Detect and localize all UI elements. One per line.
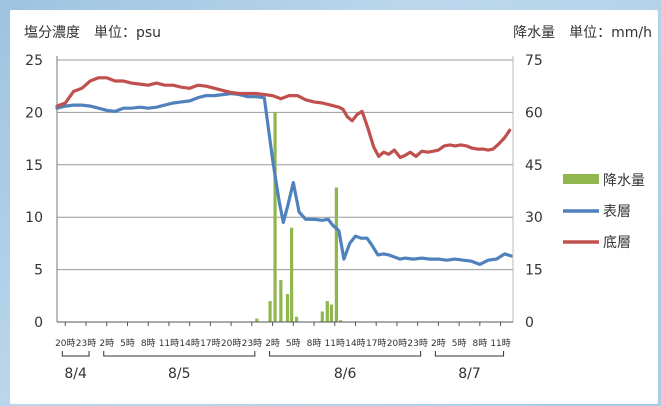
salinity-precipitation-chart: 塩分濃度 単位：psu 降水量 単位：mm/h 0 0 5 15 10 30 15 45 20 6… xyxy=(24,25,652,382)
precip-bar xyxy=(338,320,343,322)
x-time-label: 20時 xyxy=(387,338,407,349)
x-time-label: 23時 xyxy=(242,338,262,349)
date-label: 8/7 xyxy=(458,366,481,382)
legend-label: 表層 xyxy=(603,204,631,220)
left-axis-title: 塩分濃度 単位：psu xyxy=(24,25,161,41)
x-time-label: 23時 xyxy=(76,338,96,349)
x-time-label: 14時 xyxy=(345,338,365,349)
x-time-label: 5時 xyxy=(452,338,467,349)
y-left-tick-label: 25 xyxy=(25,53,43,69)
precip-bar xyxy=(255,318,259,322)
y-left-tick-label: 10 xyxy=(25,210,43,226)
x-time-label: 23時 xyxy=(407,338,427,349)
legend-label: 降水量 xyxy=(603,173,645,189)
x-time-label: 2時 xyxy=(265,338,280,349)
y-left-tick-label: 5 xyxy=(34,263,43,279)
date-label: 8/4 xyxy=(64,366,87,382)
x-time-label: 2時 xyxy=(431,338,446,349)
y-right-tick-label: 60 xyxy=(525,105,543,121)
y-right-tick-label: 0 xyxy=(525,315,534,331)
date-label: 8/5 xyxy=(168,366,191,382)
precip-bar xyxy=(325,301,329,322)
precip-bar xyxy=(285,294,290,322)
y-left-tick-label: 0 xyxy=(34,315,43,331)
date-bracket xyxy=(103,351,256,357)
date-bracket xyxy=(61,351,90,357)
x-time-label: 11時 xyxy=(159,338,179,349)
precip-bar xyxy=(320,311,324,322)
x-time-label: 20時 xyxy=(55,338,75,349)
precip-bar xyxy=(334,187,339,322)
x-time-label: 14時 xyxy=(179,338,199,349)
chart-panel: 塩分濃度 単位：psu 降水量 単位：mm/h 0 0 5 15 10 30 15 45 20 6… xyxy=(10,10,658,404)
date-label: 8/6 xyxy=(334,366,357,382)
surface-salinity-line xyxy=(55,91,513,266)
precip-bar xyxy=(268,301,272,322)
x-time-label: 20時 xyxy=(221,338,241,349)
x-time-label: 8時 xyxy=(141,338,156,349)
x-time-label: 5時 xyxy=(120,338,135,349)
y-right-tick-label: 15 xyxy=(525,263,543,279)
legend-label: 底層 xyxy=(603,235,631,251)
y-right-tick-label: 30 xyxy=(525,210,543,226)
y-right-tick-label: 75 xyxy=(525,53,543,69)
x-time-label: 11時 xyxy=(490,338,510,349)
precip-bar xyxy=(329,304,334,322)
bottom-salinity-line xyxy=(55,76,512,160)
precip-bar xyxy=(290,227,294,322)
x-time-label: 17時 xyxy=(366,338,386,349)
legend-swatch-precip xyxy=(563,174,599,184)
x-time-label: 8時 xyxy=(307,338,322,349)
y-right-tick-label: 45 xyxy=(525,158,543,174)
y-left-tick-label: 20 xyxy=(25,105,43,121)
precip-bar xyxy=(279,280,283,322)
x-time-label: 2時 xyxy=(99,338,114,349)
x-time-label: 17時 xyxy=(200,338,220,349)
x-time-label: 11時 xyxy=(325,338,345,349)
date-bracket xyxy=(269,351,422,357)
x-time-label: 8時 xyxy=(472,338,487,349)
precip-bar xyxy=(273,112,277,323)
x-time-label: 5時 xyxy=(286,338,301,349)
precip-bar xyxy=(295,316,299,322)
date-bracket xyxy=(434,351,505,357)
y-left-tick-label: 15 xyxy=(25,158,43,174)
right-axis-title: 降水量 単位：mm/h xyxy=(513,25,652,41)
